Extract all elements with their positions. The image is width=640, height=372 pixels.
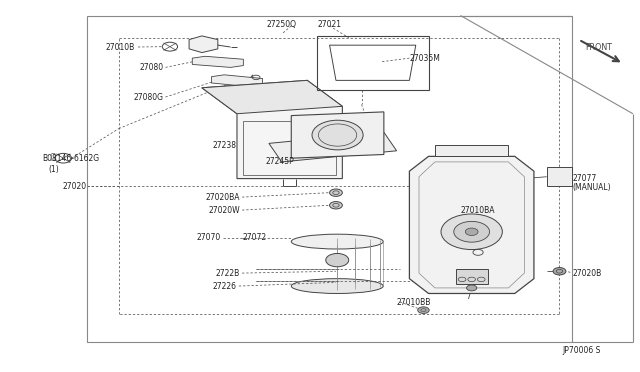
Text: 27010BA: 27010BA bbox=[461, 206, 495, 215]
Polygon shape bbox=[211, 75, 262, 87]
Bar bbox=[547, 167, 572, 186]
Ellipse shape bbox=[291, 279, 383, 294]
Bar bbox=[456, 269, 488, 284]
Ellipse shape bbox=[291, 234, 383, 249]
Bar bbox=[435, 145, 508, 156]
Polygon shape bbox=[202, 80, 342, 114]
Text: (1): (1) bbox=[49, 165, 60, 174]
Text: 27020W: 27020W bbox=[209, 206, 240, 215]
Polygon shape bbox=[410, 156, 534, 294]
Text: 2722B: 2722B bbox=[216, 269, 240, 278]
Text: 27080: 27080 bbox=[140, 63, 164, 72]
Circle shape bbox=[418, 307, 429, 314]
Circle shape bbox=[454, 221, 490, 242]
Text: 27010BB: 27010BB bbox=[397, 298, 431, 307]
Text: 27021: 27021 bbox=[317, 20, 342, 29]
Circle shape bbox=[467, 285, 477, 291]
Text: 27250Q: 27250Q bbox=[267, 20, 297, 29]
Circle shape bbox=[330, 202, 342, 209]
Bar bbox=[243, 121, 336, 175]
Text: 27035M: 27035M bbox=[410, 54, 440, 62]
Text: 27080G: 27080G bbox=[134, 93, 164, 102]
Polygon shape bbox=[269, 132, 397, 162]
Bar bbox=[87, 16, 572, 341]
Text: Ⓑ: Ⓑ bbox=[51, 153, 56, 161]
Text: FRONT: FRONT bbox=[585, 42, 612, 51]
Circle shape bbox=[441, 214, 502, 250]
Text: B08146-6162G: B08146-6162G bbox=[42, 154, 99, 163]
Circle shape bbox=[326, 253, 349, 267]
Text: 27226: 27226 bbox=[213, 282, 237, 291]
Text: 27020BA: 27020BA bbox=[205, 193, 240, 202]
Text: 27020: 27020 bbox=[63, 182, 87, 190]
Text: 27077: 27077 bbox=[572, 174, 596, 183]
Polygon shape bbox=[202, 80, 342, 179]
Polygon shape bbox=[291, 112, 384, 158]
Circle shape bbox=[312, 120, 363, 150]
Polygon shape bbox=[192, 56, 243, 67]
Text: 27245P: 27245P bbox=[266, 157, 294, 166]
Polygon shape bbox=[189, 36, 218, 52]
Circle shape bbox=[330, 189, 342, 196]
Circle shape bbox=[465, 228, 478, 235]
Text: 27010B: 27010B bbox=[106, 42, 135, 51]
Text: JP70006 S: JP70006 S bbox=[563, 346, 601, 355]
Bar bbox=[317, 36, 429, 90]
Text: 27020B: 27020B bbox=[572, 269, 602, 278]
Text: 27070: 27070 bbox=[196, 233, 221, 243]
Text: (MANUAL): (MANUAL) bbox=[572, 183, 611, 192]
Circle shape bbox=[553, 267, 566, 275]
Text: 27072: 27072 bbox=[242, 233, 266, 243]
Text: 27238: 27238 bbox=[213, 141, 237, 150]
